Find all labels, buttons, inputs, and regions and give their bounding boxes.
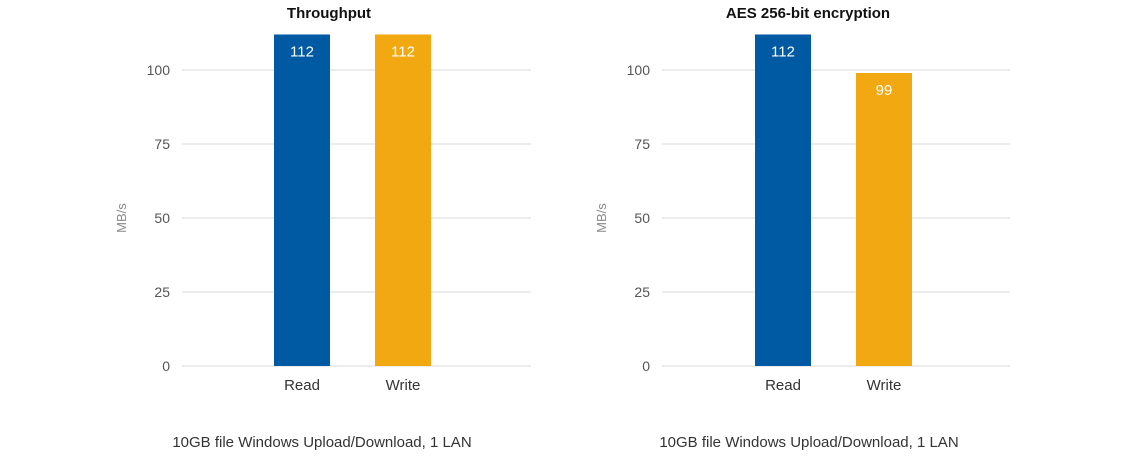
bar-write (856, 72, 912, 367)
bar-read (755, 34, 811, 366)
y-tick-label: 100 (147, 62, 171, 78)
category-label: Write (386, 377, 421, 394)
bar-write (375, 34, 431, 366)
y-axis-label: MB/s (594, 203, 609, 233)
y-tick-label: 0 (162, 358, 170, 374)
bar-value-label: 99 (876, 82, 893, 99)
y-tick-label: 75 (154, 136, 170, 152)
bar-value-label: 112 (391, 43, 415, 60)
bar-value-label: 112 (290, 43, 314, 60)
category-label: Read (765, 377, 801, 394)
y-tick-label: 100 (627, 62, 651, 78)
y-tick-label: 75 (634, 136, 650, 152)
category-label: Read (284, 377, 320, 394)
encryption-chart: AES 256-bit encryption 0 25 50 75 100 MB/s 112 R… (594, 5, 1010, 451)
throughput-chart: Throughput 0 25 50 75 100 MB/s 112 Read 112 Write 1… (114, 5, 531, 451)
y-tick-label: 25 (154, 284, 170, 300)
chart-caption: 10GB file Windows Upload/Download, 1 LAN (659, 434, 958, 451)
y-tick-label: 50 (634, 210, 650, 226)
y-tick-label: 25 (634, 284, 650, 300)
bar-value-label: 112 (771, 43, 795, 60)
y-axis-label: MB/s (114, 203, 129, 233)
y-tick-label: 0 (642, 358, 650, 374)
bar-read (274, 34, 330, 366)
category-label: Write (867, 377, 902, 394)
chart-title: AES 256-bit encryption (726, 5, 890, 22)
y-tick-label: 50 (154, 210, 170, 226)
chart-caption: 10GB file Windows Upload/Download, 1 LAN (172, 434, 471, 451)
chart-title: Throughput (287, 5, 371, 22)
